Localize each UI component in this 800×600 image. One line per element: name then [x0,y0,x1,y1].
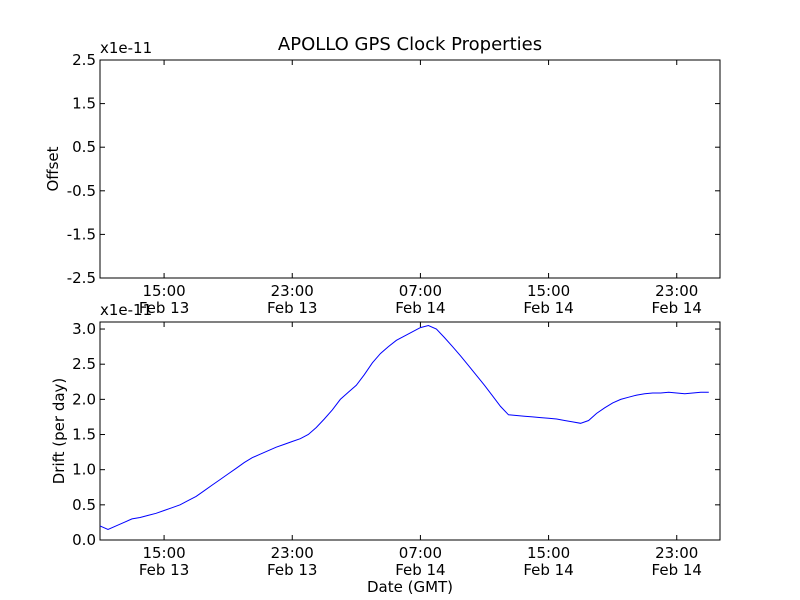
x-tick-date-label: Feb 14 [652,561,702,579]
offset-multiplier-label: x1e-11 [100,39,152,57]
offset-y-ticks: -2.5 -1.5 -0.5 0.5 1.5 2.5 [67,51,720,287]
x-tick-time-label: 15:00 [527,544,570,562]
x-tick-time-label: 15:00 [527,282,570,300]
x-tick-date-label: Feb 14 [395,299,445,317]
y-tick-label: 2.0 [72,390,96,408]
drift-plot-area [99,324,709,531]
x-tick-date-label: Feb 14 [523,561,573,579]
y-tick-label: 3.0 [72,320,96,338]
drift-series-line [99,324,709,531]
chart-title: APOLLO GPS Clock Properties [278,34,542,55]
y-tick-label: 2.5 [72,51,96,69]
x-tick-time-label: 23:00 [271,282,314,300]
x-tick-date-label: Feb 14 [652,299,702,317]
offset-axes: x1e-11 Offset -2.5 -1.5 -0.5 0.5 1.5 2.5 15:0… [44,39,721,317]
drift-multiplier-label: x1e-11 [100,301,152,319]
x-tick-time-label: 15:00 [142,282,185,300]
x-tick-date-label: Feb 14 [523,299,573,317]
y-tick-label: 1.0 [72,461,96,479]
drift-x-axis-label: Date (GMT) [367,578,453,596]
drift-axes: x1e-11 Drift (per day) 0.0 0.5 1.0 1.5 2.0 2.… [50,301,721,596]
x-tick-time-label: 23:00 [271,544,314,562]
y-tick-label: 0.5 [72,496,96,514]
x-tick-time-label: 23:00 [655,282,698,300]
x-tick-date-label: Feb 13 [267,299,317,317]
drift-y-ticks: 0.0 0.5 1.0 1.5 2.0 2.5 3.0 [72,320,720,549]
y-tick-label: 1.5 [72,95,96,113]
y-tick-label: 1.5 [72,426,96,444]
y-tick-label: 0.0 [72,531,96,549]
x-tick-time-label: 07:00 [399,282,442,300]
drift-y-axis-label: Drift (per day) [50,378,68,485]
y-tick-label: -2.5 [67,269,96,287]
y-tick-label: 2.5 [72,355,96,373]
x-tick-time-label: 23:00 [655,544,698,562]
drift-plot-frame [99,321,721,541]
y-tick-label: 0.5 [72,138,96,156]
y-tick-label: -1.5 [67,225,96,243]
y-tick-label: -0.5 [67,182,96,200]
x-tick-date-label: Feb 13 [139,299,189,317]
x-tick-date-label: Feb 13 [139,561,189,579]
x-tick-date-label: Feb 13 [267,561,317,579]
offset-plot-frame [99,59,721,279]
offset-y-axis-label: Offset [44,146,62,191]
x-tick-time-label: 15:00 [142,544,185,562]
x-tick-date-label: Feb 14 [395,561,445,579]
x-tick-time-label: 07:00 [399,544,442,562]
